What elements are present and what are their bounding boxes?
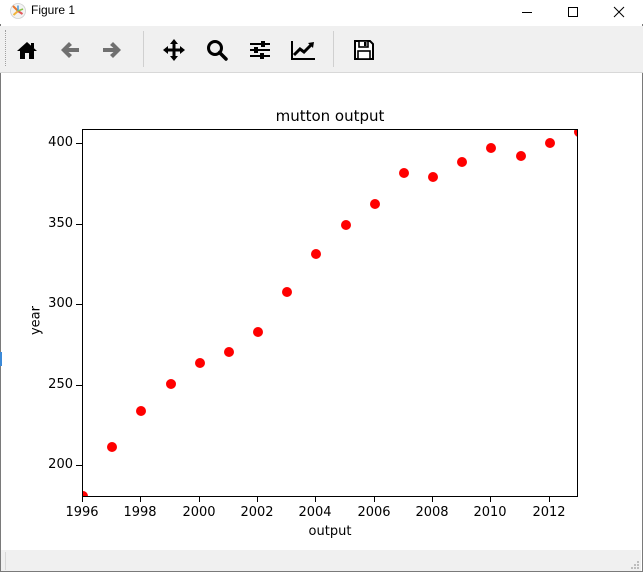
y-tick-label: 400 (48, 135, 73, 150)
data-point (457, 157, 468, 168)
data-point (223, 346, 234, 357)
x-tick-label: 2004 (298, 505, 332, 520)
maximize-icon (568, 7, 578, 17)
data-point (253, 327, 264, 338)
floppy-disk-icon (354, 40, 374, 60)
x-axis-label: output (308, 524, 352, 539)
arrow-left-icon (61, 42, 79, 58)
home-icon (17, 42, 37, 59)
data-point (282, 287, 293, 298)
y-tick-mark (76, 143, 82, 144)
x-tick-mark (315, 497, 316, 502)
edit-parameters-button[interactable] (287, 34, 319, 66)
sliders-icon (250, 41, 270, 59)
minimize-icon (522, 12, 532, 13)
x-tick-mark (374, 497, 375, 502)
back-button[interactable] (54, 34, 86, 66)
matplotlib-logo-icon (10, 3, 26, 19)
y-tick-mark (76, 224, 82, 225)
title-bar: Figure 1 (0, 0, 643, 24)
data-point (486, 142, 497, 153)
y-tick-mark (76, 304, 82, 305)
chart-title: mutton output (275, 107, 385, 125)
y-tick-mark (76, 385, 82, 386)
data-point (83, 491, 88, 496)
magnifier-icon (207, 40, 228, 61)
data-point (544, 137, 555, 148)
close-icon (613, 6, 625, 18)
x-tick-mark (432, 497, 433, 502)
close-button[interactable] (596, 0, 642, 24)
y-tick-label: 200 (48, 457, 73, 472)
data-point (515, 150, 526, 161)
window-title: Figure 1 (31, 3, 76, 17)
x-tick-label: 1996 (65, 505, 99, 520)
line-chart-icon (291, 41, 315, 60)
window-edge-accent (0, 352, 2, 366)
arrow-right-icon (103, 42, 121, 58)
resize-grip-icon[interactable] (630, 560, 640, 570)
figure-canvas[interactable] (1, 73, 642, 549)
data-point (428, 171, 439, 182)
data-point (574, 130, 577, 137)
x-tick-label: 1998 (123, 505, 157, 520)
forward-button[interactable] (96, 34, 128, 66)
x-tick-mark (82, 497, 83, 502)
y-tick-label: 350 (48, 216, 73, 231)
maximize-button[interactable] (550, 0, 596, 24)
x-tick-label: 2002 (240, 505, 274, 520)
x-tick-mark (549, 497, 550, 502)
pan-button[interactable] (158, 34, 190, 66)
x-tick-label: 2012 (532, 505, 566, 520)
configure-subplots-button[interactable] (244, 34, 276, 66)
y-tick-label: 250 (48, 377, 73, 392)
status-bar (1, 550, 641, 571)
data-point (107, 441, 118, 452)
minimize-button[interactable] (504, 0, 550, 24)
move-icon (163, 39, 185, 61)
y-axis-label: year (28, 306, 44, 336)
data-point (136, 406, 147, 417)
x-tick-label: 2008 (415, 505, 449, 520)
toolbar-separator (143, 31, 144, 67)
y-tick-label: 300 (48, 296, 73, 311)
home-button[interactable] (11, 34, 43, 66)
x-tick-label: 2006 (357, 505, 391, 520)
save-button[interactable] (348, 34, 380, 66)
x-tick-mark (257, 497, 258, 502)
y-tick-mark (76, 465, 82, 466)
status-bar-divider (5, 552, 6, 570)
data-point (369, 198, 380, 209)
toolbar-grip-handle[interactable] (5, 30, 8, 66)
x-tick-mark (490, 497, 491, 502)
data-point (311, 248, 322, 259)
x-tick-label: 2010 (473, 505, 507, 520)
zoom-button[interactable] (201, 34, 233, 66)
x-tick-mark (199, 497, 200, 502)
x-tick-mark (140, 497, 141, 502)
data-point (398, 168, 409, 179)
plot-area[interactable] (82, 129, 578, 497)
x-tick-label: 2000 (182, 505, 216, 520)
data-point (194, 358, 205, 368)
data-point (165, 378, 176, 389)
toolbar-separator (333, 31, 334, 67)
data-point (340, 219, 351, 230)
